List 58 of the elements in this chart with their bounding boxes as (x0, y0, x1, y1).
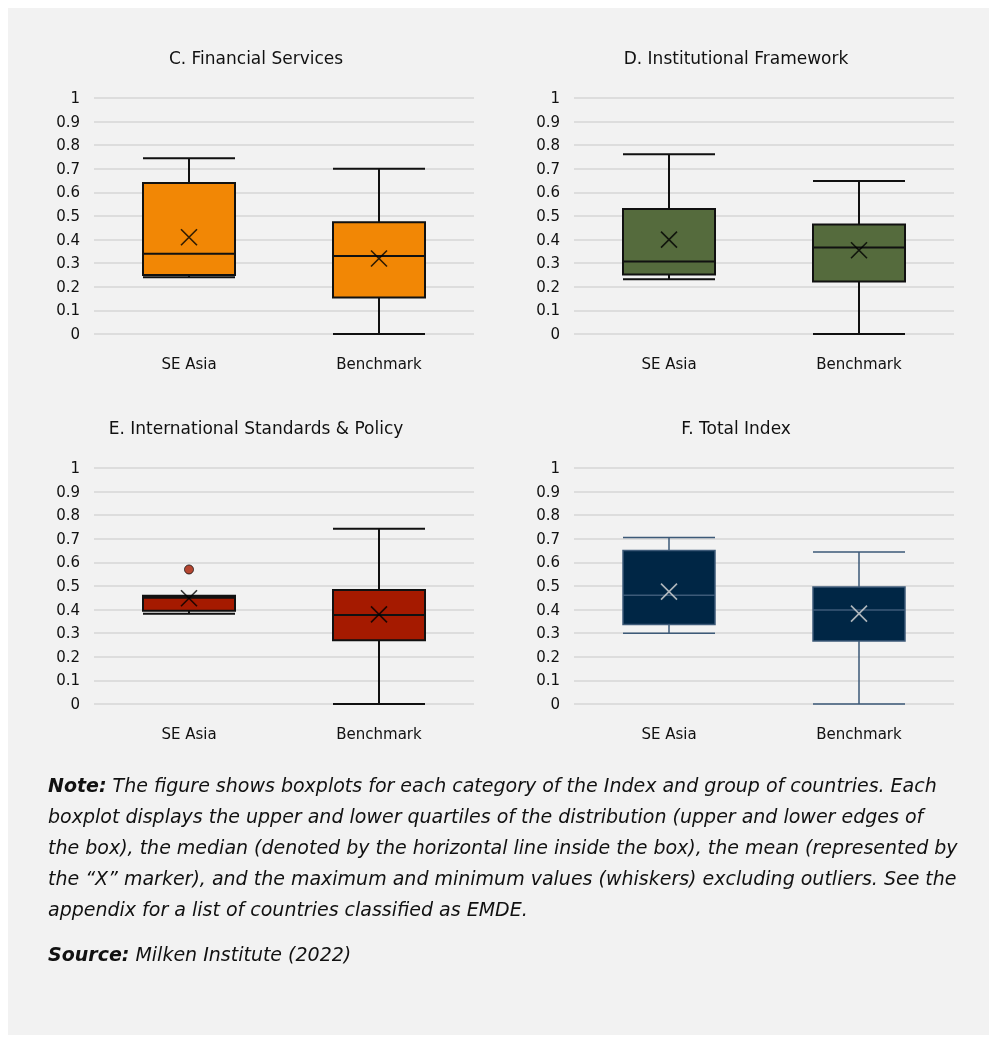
text: Note: The figure shows boxplots for each category of the Index and group of countries. Each boxplot displays the upper and lower quartiles of the distribution (upper and lower edges of the box), the median (denoted by the horizontal line inside the box), the mean (represented by the “X” marker), and the maximum and minimum values (whiskers) excluding outliers. See the appendix for a list of countries classified as EMDE. (48, 774, 958, 920)
y-tick-label: 0.6 (536, 553, 560, 572)
chart-title: C. Financial Services (168, 47, 344, 68)
x-tick-label: Benchmark (816, 354, 903, 373)
y-tick-label: 0.1 (536, 301, 560, 320)
y-tick-label: 0.8 (56, 136, 80, 155)
chart-title: F. Total Index (681, 417, 791, 438)
y-tick-label: 1 (70, 89, 80, 107)
y-tick-label: 0.6 (56, 183, 80, 202)
source-note: Source: Milken Institute (2022) (48, 943, 352, 965)
y-tick-label: 0.5 (536, 577, 560, 595)
y-tick-label: 0.1 (536, 671, 560, 690)
y-tick-label: 0 (550, 325, 560, 343)
y-tick-label: 0.9 (56, 482, 80, 501)
x-tick-label: SE Asia (641, 354, 697, 373)
x-tick-label: Benchmark (816, 724, 903, 743)
y-tick-label: 0 (70, 695, 80, 713)
y-tick-label: 0.8 (536, 136, 560, 155)
chart-title: E. International Standards & Policy (108, 417, 404, 438)
x-tick-label: SE Asia (641, 724, 697, 743)
y-tick-label: 1 (550, 89, 560, 107)
y-tick-label: 0.9 (536, 482, 560, 501)
y-tick-label: 0.5 (56, 577, 80, 595)
x-tick-label: SE Asia (161, 724, 217, 743)
y-tick-label: 1 (70, 459, 80, 477)
y-tick-label: 0.3 (56, 254, 80, 273)
y-tick-label: 0.6 (536, 183, 560, 202)
y-tick-label: 0.7 (56, 159, 80, 178)
y-tick-label: 0 (550, 695, 560, 713)
x-tick-label: Benchmark (336, 724, 423, 743)
y-tick-label: 0.7 (536, 159, 560, 178)
y-tick-label: 0.7 (56, 529, 80, 548)
y-tick-label: 0.1 (56, 301, 80, 320)
y-tick-label: 0.4 (536, 600, 560, 619)
y-tick-label: 1 (550, 459, 560, 477)
y-tick-label: 0.4 (56, 230, 80, 249)
y-tick-label: 0.2 (536, 277, 560, 296)
x-tick-label: Benchmark (336, 354, 423, 373)
y-tick-label: 0.5 (536, 207, 560, 225)
y-tick-label: 0.8 (536, 506, 560, 525)
y-tick-label: 0.1 (56, 671, 80, 690)
y-tick-label: 0.7 (536, 529, 560, 548)
y-tick-label: 0.3 (56, 624, 80, 643)
y-tick-label: 0.2 (56, 277, 80, 296)
y-tick-label: 0.6 (56, 553, 80, 572)
y-tick-label: 0.4 (536, 230, 560, 249)
y-tick-label: 0.2 (56, 647, 80, 666)
y-tick-label: 0.3 (536, 254, 560, 273)
x-tick-label: SE Asia (161, 354, 217, 373)
y-tick-label: 0.3 (536, 624, 560, 643)
y-tick-label: 0.2 (536, 647, 560, 666)
y-tick-label: 0.9 (56, 112, 80, 131)
y-tick-label: 0.4 (56, 600, 80, 619)
y-tick-label: 0 (70, 325, 80, 343)
chart-title: D. Institutional Framework (623, 47, 849, 68)
y-tick-label: 0.5 (56, 207, 80, 225)
y-tick-label: 0.8 (56, 506, 80, 525)
y-tick-label: 0.9 (536, 112, 560, 131)
